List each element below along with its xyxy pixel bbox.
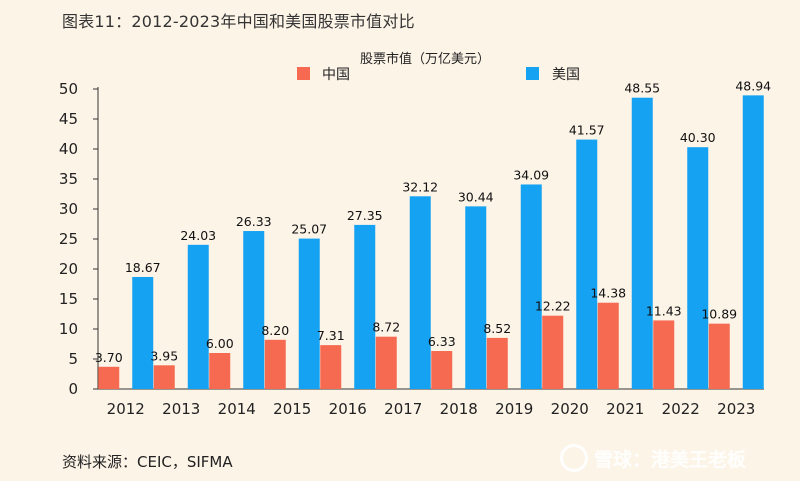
- x-tick-label: 2012: [107, 400, 145, 418]
- x-tick-label: 2021: [606, 400, 644, 418]
- data-label-china: 11.43: [646, 303, 682, 318]
- y-tick-label: 45: [59, 110, 78, 128]
- bar-china: [320, 345, 342, 389]
- bar-us: [243, 231, 265, 389]
- bar-us: [465, 206, 487, 389]
- data-label-china: 3.95: [150, 348, 178, 363]
- bar-us: [631, 97, 653, 389]
- bar-china: [486, 337, 508, 389]
- data-label-china: 8.52: [483, 321, 511, 336]
- data-label-china: 14.38: [590, 286, 626, 301]
- data-label-us: 32.12: [402, 179, 438, 194]
- x-tick-label: 2022: [662, 400, 700, 418]
- legend-label-china: 中国: [322, 67, 350, 83]
- bar-us: [742, 95, 764, 390]
- x-tick-label: 2017: [384, 400, 422, 418]
- y-tick-label: 40: [59, 140, 78, 158]
- x-tick-label: 2015: [273, 400, 311, 418]
- bar-us: [409, 196, 431, 389]
- data-label-us: 24.03: [180, 228, 216, 243]
- data-label-china: 7.31: [317, 328, 345, 343]
- bar-china: [542, 315, 564, 389]
- x-tick-label: 2020: [551, 400, 589, 418]
- chart-title: 图表11：2012-2023年中国和美国股票市值对比: [62, 12, 415, 31]
- watermark-text: 雪球：港美王老板: [594, 448, 747, 471]
- x-tick-label: 2019: [495, 400, 533, 418]
- y-tick-label: 15: [59, 290, 78, 308]
- data-label-china: 8.20: [261, 323, 289, 338]
- data-label-china: 3.70: [95, 350, 123, 365]
- bar-china: [431, 351, 453, 389]
- x-tick-label: 2014: [218, 400, 256, 418]
- bar-us: [298, 238, 320, 389]
- x-tick-label: 2023: [717, 400, 755, 418]
- y-tick-label: 25: [59, 230, 78, 248]
- data-label-us: 48.94: [735, 78, 771, 93]
- watermark: 雪球：港美王老板: [560, 444, 746, 472]
- y-tick-label: 35: [59, 170, 78, 188]
- y-tick-label: 10: [59, 320, 78, 338]
- bar-china: [653, 320, 675, 389]
- bar-us: [576, 139, 598, 389]
- data-label-china: 12.22: [535, 299, 571, 314]
- data-label-us: 40.30: [680, 130, 716, 145]
- legend-swatch-us: [526, 67, 539, 80]
- bar-china: [375, 336, 397, 389]
- bar-us: [520, 184, 542, 389]
- legend: 中国 美国: [297, 67, 580, 83]
- data-label-us: 25.07: [291, 222, 327, 237]
- data-label-china: 10.89: [701, 307, 737, 322]
- bar-us: [187, 244, 209, 389]
- x-tick-label: 2016: [329, 400, 367, 418]
- y-tick-label: 0: [68, 380, 78, 398]
- bar-china: [153, 365, 175, 389]
- data-label-china: 6.33: [428, 334, 456, 349]
- source-note: 资料来源：CEIC，SIFMA: [62, 453, 233, 471]
- y-tick-label: 30: [59, 200, 78, 218]
- data-label-us: 26.33: [236, 214, 272, 229]
- y-tick-label: 20: [59, 260, 78, 278]
- data-label-us: 48.55: [624, 81, 660, 96]
- data-label-us: 30.44: [458, 189, 494, 204]
- bar-china: [98, 366, 120, 389]
- data-label-us: 41.57: [569, 123, 605, 138]
- bar-us: [687, 147, 709, 389]
- chart-subtitle: 股票市值（万亿美元）: [360, 51, 490, 67]
- bar-china: [597, 302, 619, 389]
- bar-china: [708, 323, 730, 389]
- x-tick-label: 2013: [162, 400, 200, 418]
- snowball-logo-icon: [560, 444, 588, 472]
- bar-china: [209, 353, 231, 389]
- y-tick-label: 5: [68, 350, 78, 368]
- legend-label-us: 美国: [552, 67, 580, 83]
- bar-us: [354, 224, 376, 389]
- x-tick-label: 2018: [440, 400, 478, 418]
- data-label-us: 18.67: [125, 260, 161, 275]
- legend-swatch-china: [297, 67, 310, 80]
- data-label-us: 34.09: [513, 167, 549, 182]
- bar-us: [132, 276, 154, 389]
- data-label-china: 8.72: [372, 320, 400, 335]
- data-label-china: 6.00: [206, 336, 234, 351]
- data-label-us: 27.35: [347, 208, 383, 223]
- bar-china: [264, 339, 286, 389]
- y-tick-label: 50: [59, 80, 78, 98]
